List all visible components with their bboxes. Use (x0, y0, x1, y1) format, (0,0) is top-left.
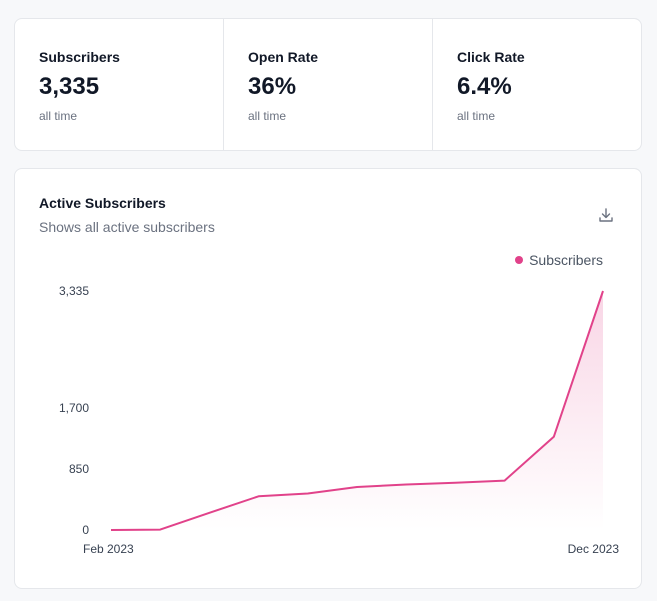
y-tick-label: 850 (69, 462, 89, 476)
y-tick-label: 1,700 (59, 401, 89, 415)
x-tick-label: Dec 2023 (568, 542, 620, 556)
stat-click-rate: Click Rate 6.4% all time (432, 19, 641, 150)
y-axis: 0 850 1,700 3,335 (59, 284, 89, 537)
data-point-feb-2023 (109, 528, 113, 532)
data-point-aug-2023 (404, 482, 408, 486)
x-axis: Feb 2023 Dec 2023 (83, 542, 619, 556)
subscribers-chart: 0 850 1,700 3,335 Feb 2023 Dec 2023 (59, 284, 619, 556)
y-tick-label: 0 (82, 523, 89, 537)
active-subscribers-card: Active Subscribers Shows all active subs… (14, 168, 642, 589)
data-point-oct-2023 (503, 479, 507, 483)
y-tick-label: 3,335 (59, 284, 89, 298)
stat-value: 3,335 (39, 73, 100, 100)
stat-open-rate: Open Rate 36% all time (223, 19, 432, 150)
stat-subscribers: Subscribers 3,335 all time (15, 19, 223, 150)
stat-value: 36% (248, 73, 297, 100)
series-line-subscribers (110, 290, 604, 531)
legend-label-subscribers: Subscribers (529, 252, 603, 268)
data-point-mar-2023 (158, 528, 162, 532)
data-point-nov-2023 (552, 435, 556, 439)
series-area-subscribers (111, 291, 603, 530)
stat-period: all time (39, 109, 78, 123)
x-tick-label: Feb 2023 (83, 542, 134, 556)
data-point-dec-2023 (601, 289, 605, 293)
download-icon[interactable] (597, 206, 615, 224)
stat-period: all time (457, 109, 496, 123)
stat-label: Open Rate (248, 49, 319, 65)
card-subtitle: Shows all active subscribers (39, 219, 215, 235)
chart-legend: Subscribers (515, 252, 603, 268)
stat-label: Subscribers (39, 49, 120, 65)
data-point-apr-2023 (207, 511, 211, 515)
legend-dot-subscribers (515, 256, 524, 264)
data-point-jul-2023 (355, 485, 359, 489)
stat-value: 6.4% (457, 73, 512, 100)
stat-label: Click Rate (457, 49, 525, 65)
data-point-sep-2023 (453, 481, 457, 485)
data-point-jun-2023 (306, 491, 310, 495)
data-point-may-2023 (257, 494, 261, 498)
card-title: Active Subscribers (39, 195, 166, 211)
stats-panel: Subscribers 3,335 all time Open Rate 36%… (14, 18, 642, 151)
stat-period: all time (248, 109, 287, 123)
